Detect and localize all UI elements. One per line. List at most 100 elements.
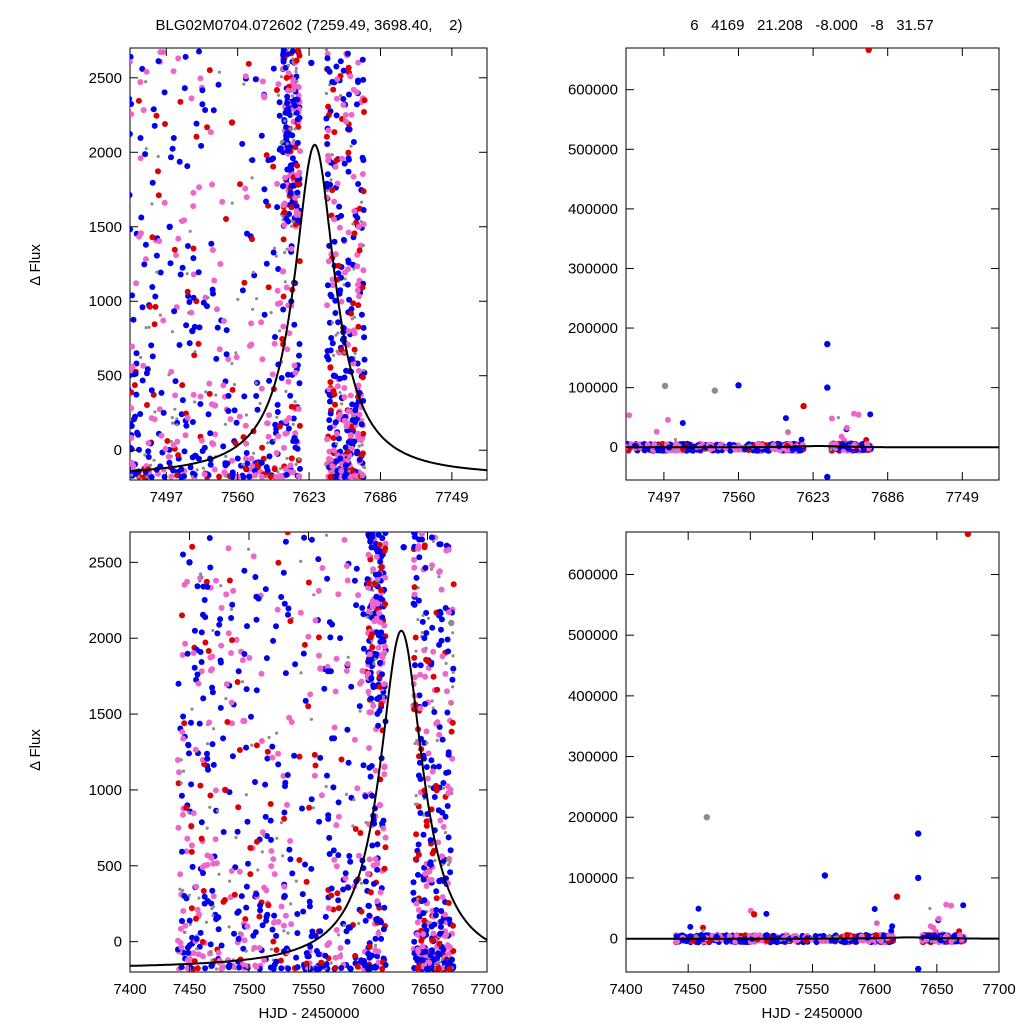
data-point <box>186 340 193 347</box>
data-point <box>201 597 208 603</box>
data-point <box>325 905 332 912</box>
data-point <box>341 374 348 381</box>
data-point <box>723 938 730 945</box>
data-point <box>285 247 289 251</box>
data-point <box>336 331 340 335</box>
data-point <box>365 584 372 591</box>
data-point <box>280 183 287 190</box>
data-point <box>261 186 268 193</box>
data-point <box>365 657 372 664</box>
data-point <box>186 750 192 757</box>
data-point <box>195 340 202 347</box>
data-point <box>244 949 248 953</box>
data-point <box>445 834 452 841</box>
data-point <box>173 252 179 259</box>
data-point <box>324 353 330 360</box>
data-point <box>187 893 191 898</box>
data-point <box>429 947 435 954</box>
data-point <box>376 929 380 933</box>
data-point <box>284 166 291 173</box>
data-point <box>361 356 368 363</box>
data-point <box>130 96 133 102</box>
data-point <box>345 64 352 71</box>
data-point <box>366 745 373 751</box>
data-point <box>283 74 290 81</box>
data-point <box>115 285 121 291</box>
data-point <box>375 959 382 966</box>
data-point <box>195 269 202 276</box>
data-point <box>423 609 430 616</box>
data-point <box>214 306 220 313</box>
data-point <box>451 631 455 635</box>
data-point <box>281 222 288 228</box>
data-point <box>366 954 373 961</box>
ytick-label: 200000 <box>568 320 618 337</box>
data-point <box>198 437 205 444</box>
ytick-label: 2500 <box>89 554 122 571</box>
data-point <box>430 648 437 655</box>
data-point <box>105 472 111 478</box>
data-point <box>201 893 208 900</box>
data-point <box>843 424 850 431</box>
xtick-label: 7560 <box>221 489 254 506</box>
data-point <box>365 615 369 619</box>
data-point <box>446 944 453 951</box>
data-point <box>124 165 130 171</box>
data-point <box>216 621 223 628</box>
data-point <box>236 964 242 971</box>
data-point <box>439 736 446 743</box>
data-points <box>104 48 368 480</box>
data-point <box>595 445 598 448</box>
data-point <box>156 238 163 244</box>
data-point <box>261 884 268 891</box>
data-point <box>379 965 386 972</box>
data-point <box>205 826 209 830</box>
data-point <box>600 444 606 450</box>
data-point <box>179 781 183 785</box>
data-point <box>357 242 364 249</box>
data-point <box>359 154 366 161</box>
data-point <box>338 391 342 395</box>
data-point <box>244 793 248 797</box>
data-point <box>289 870 296 877</box>
data-point <box>331 391 338 398</box>
data-point <box>350 173 357 180</box>
data-point <box>106 470 112 476</box>
ytick-label: 2000 <box>89 630 122 647</box>
data-point <box>222 786 229 794</box>
data-point <box>343 563 350 569</box>
data-point <box>121 394 127 400</box>
data-point <box>420 831 427 838</box>
data-point <box>285 378 292 385</box>
data-point <box>319 565 326 571</box>
data-point <box>251 944 258 951</box>
data-point <box>137 411 144 417</box>
data-point <box>447 869 454 876</box>
data-point <box>948 938 955 945</box>
data-point <box>964 532 972 537</box>
data-point <box>285 605 292 612</box>
data-point <box>285 611 291 618</box>
data-point <box>214 630 221 637</box>
data-point <box>199 87 206 94</box>
data-point <box>104 472 110 478</box>
data-point <box>244 818 251 825</box>
data-point <box>194 965 201 972</box>
data-point <box>234 455 241 462</box>
data-point <box>338 212 345 219</box>
data-point <box>620 443 626 449</box>
data-point <box>341 160 348 167</box>
data-point <box>369 600 376 607</box>
data-point <box>345 168 352 175</box>
data-point <box>272 246 277 250</box>
data-point <box>619 433 625 439</box>
data-point <box>202 639 209 646</box>
data-point <box>297 148 303 155</box>
data-point <box>415 802 419 806</box>
data-point <box>276 470 280 474</box>
data-point <box>347 392 354 399</box>
data-point <box>240 474 247 480</box>
data-point <box>370 566 377 573</box>
data-point <box>212 836 219 843</box>
data-point <box>306 903 313 910</box>
